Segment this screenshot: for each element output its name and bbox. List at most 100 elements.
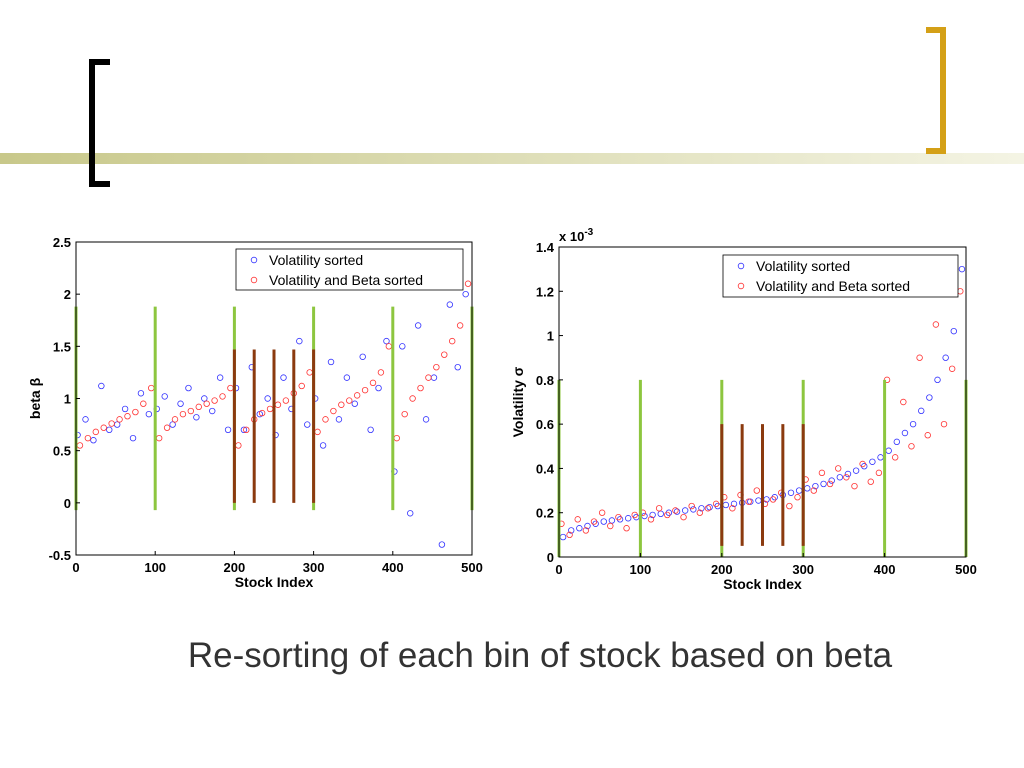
scatter-point xyxy=(810,487,817,494)
scatter-point xyxy=(769,496,777,503)
scatter-point xyxy=(712,500,720,508)
y-tick-label: 1.5 xyxy=(53,339,71,354)
scatter-point xyxy=(615,513,622,521)
scatter-point xyxy=(852,467,860,474)
scatter-point xyxy=(304,421,311,428)
scatter-point xyxy=(607,522,614,530)
scatter-point xyxy=(446,301,454,308)
scatter-point xyxy=(624,515,632,522)
scatter-point xyxy=(90,437,97,444)
legend-marker xyxy=(250,256,258,264)
y-tick-label: 1 xyxy=(64,392,71,407)
scatter-point xyxy=(681,507,689,514)
scatter-point xyxy=(361,386,369,394)
caption: Re-sorting of each bin of stock based on… xyxy=(188,636,893,675)
scatter-point xyxy=(924,432,931,439)
scatter-point xyxy=(655,505,663,512)
y-scale-factor: x 10-3 xyxy=(559,227,594,244)
y-tick-label: 0.4 xyxy=(536,461,555,476)
scatter-point xyxy=(298,382,305,390)
scatter-point xyxy=(425,374,432,381)
scatter-point xyxy=(891,454,899,461)
legend-label: Volatility sorted xyxy=(269,252,363,268)
x-tick-label: 400 xyxy=(874,562,896,577)
scatter-point xyxy=(926,394,933,401)
scatter-point xyxy=(647,516,655,523)
legend-marker xyxy=(737,262,745,270)
scatter-point xyxy=(399,343,406,350)
scatter-point xyxy=(574,516,581,523)
scatter-point xyxy=(631,511,638,519)
scatter-point xyxy=(84,434,92,442)
scatter-point xyxy=(375,384,382,392)
scatter-point xyxy=(422,416,430,423)
scatter-point xyxy=(193,414,200,421)
scatter-point xyxy=(600,518,607,525)
scatter-point xyxy=(264,395,271,402)
scatter-point xyxy=(566,531,573,539)
scatter-point xyxy=(145,410,153,418)
scatter-point xyxy=(598,509,606,516)
scatter-point xyxy=(121,405,129,413)
scatter-point xyxy=(338,401,345,408)
scatter-point xyxy=(367,426,374,433)
scatter-point xyxy=(319,442,327,449)
x-tick-label: 100 xyxy=(144,560,166,575)
y-tick-label: -0.5 xyxy=(49,548,71,563)
y-scale-base: x 10 xyxy=(559,229,584,244)
scatter-point xyxy=(282,397,290,404)
scatter-point xyxy=(163,424,171,431)
scatter-point xyxy=(673,508,681,515)
y-tick-label: 1.2 xyxy=(536,284,554,299)
axes-frame xyxy=(558,246,967,558)
scatter-point xyxy=(942,354,949,361)
scatter-point xyxy=(195,403,202,411)
scatter-point xyxy=(353,392,361,399)
y-tick-label: 0.6 xyxy=(536,417,554,432)
x-tick-label: 200 xyxy=(224,560,246,575)
scatter-point xyxy=(582,527,590,534)
scatter-point xyxy=(698,505,705,512)
scatter-point xyxy=(211,397,218,404)
scatter-point xyxy=(140,400,147,407)
scatter-point xyxy=(216,374,224,381)
scatter-point xyxy=(900,398,907,406)
scatter-point xyxy=(441,351,448,358)
y-axis-label: beta β xyxy=(27,377,43,419)
scatter-point xyxy=(407,510,414,517)
scatter-point xyxy=(753,487,761,494)
x-tick-label: 500 xyxy=(461,560,483,575)
scatter-point xyxy=(106,426,113,433)
scatter-point xyxy=(82,416,89,423)
scatter-point xyxy=(377,369,385,376)
scatter-point xyxy=(893,438,901,446)
scatter-point xyxy=(948,365,956,372)
legend-box xyxy=(235,248,464,291)
scatter-point xyxy=(369,379,377,387)
scatter-point xyxy=(335,416,343,423)
scatter-point xyxy=(584,522,591,530)
scatter-point xyxy=(454,364,461,371)
y-scale-exponent: -3 xyxy=(584,227,593,238)
scatter-point xyxy=(623,525,630,532)
legend-marker xyxy=(250,276,258,284)
scatter-point xyxy=(932,321,940,328)
y-axis-label: Volatility σ xyxy=(510,366,526,437)
scatter-point xyxy=(818,469,826,477)
scatter-point xyxy=(901,429,909,437)
y-tick-label: 0.2 xyxy=(536,506,554,521)
scatter-point xyxy=(161,393,168,400)
scatter-point xyxy=(383,337,390,345)
scatter-point xyxy=(108,420,115,427)
x-axis-label: Stock Index xyxy=(723,576,802,592)
scatter-point xyxy=(704,505,712,512)
scatter-point xyxy=(414,322,422,329)
scatter-point xyxy=(433,364,440,371)
scatter-point xyxy=(137,390,145,397)
scatter-point xyxy=(820,480,827,488)
y-tick-label: 2 xyxy=(64,287,71,302)
scatter-point xyxy=(958,265,966,273)
scatter-point xyxy=(730,500,738,508)
scatter-point xyxy=(835,465,842,472)
scatter-point xyxy=(649,511,656,519)
